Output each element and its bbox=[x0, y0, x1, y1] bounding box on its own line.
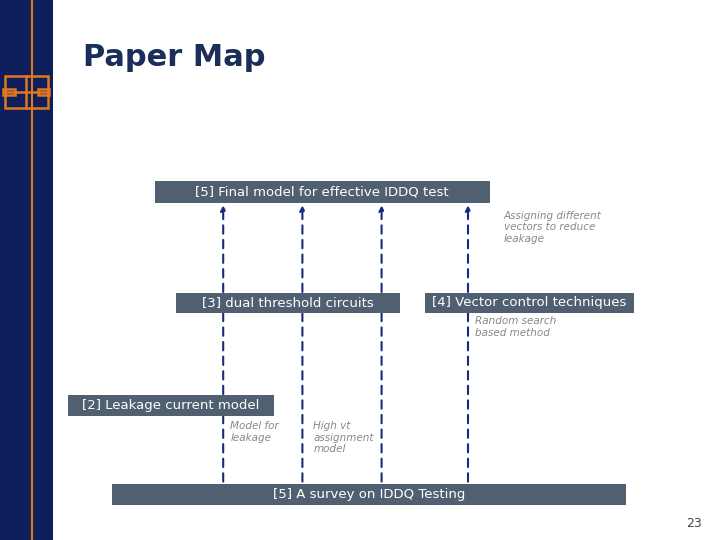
Text: Model for
leakage: Model for leakage bbox=[230, 421, 279, 443]
Text: [5] Final model for effective IDDQ test: [5] Final model for effective IDDQ test bbox=[195, 185, 449, 198]
Text: [3] dual threshold circuits: [3] dual threshold circuits bbox=[202, 296, 374, 309]
FancyBboxPatch shape bbox=[155, 181, 490, 202]
Text: Paper Map: Paper Map bbox=[83, 43, 265, 72]
Text: [5] A survey on IDDQ Testing: [5] A survey on IDDQ Testing bbox=[273, 488, 465, 501]
Text: Assigning different
vectors to reduce
leakage: Assigning different vectors to reduce le… bbox=[504, 211, 602, 244]
Text: [4] Vector control techniques: [4] Vector control techniques bbox=[432, 296, 626, 309]
Text: Random search
based method: Random search based method bbox=[475, 316, 557, 338]
Text: 23: 23 bbox=[686, 517, 702, 530]
Text: [2] Leakage current model: [2] Leakage current model bbox=[82, 399, 260, 412]
FancyBboxPatch shape bbox=[68, 395, 274, 416]
Text: High vt
assignment
model: High vt assignment model bbox=[313, 421, 374, 454]
FancyBboxPatch shape bbox=[112, 484, 626, 505]
FancyBboxPatch shape bbox=[425, 293, 634, 313]
FancyBboxPatch shape bbox=[176, 293, 400, 313]
